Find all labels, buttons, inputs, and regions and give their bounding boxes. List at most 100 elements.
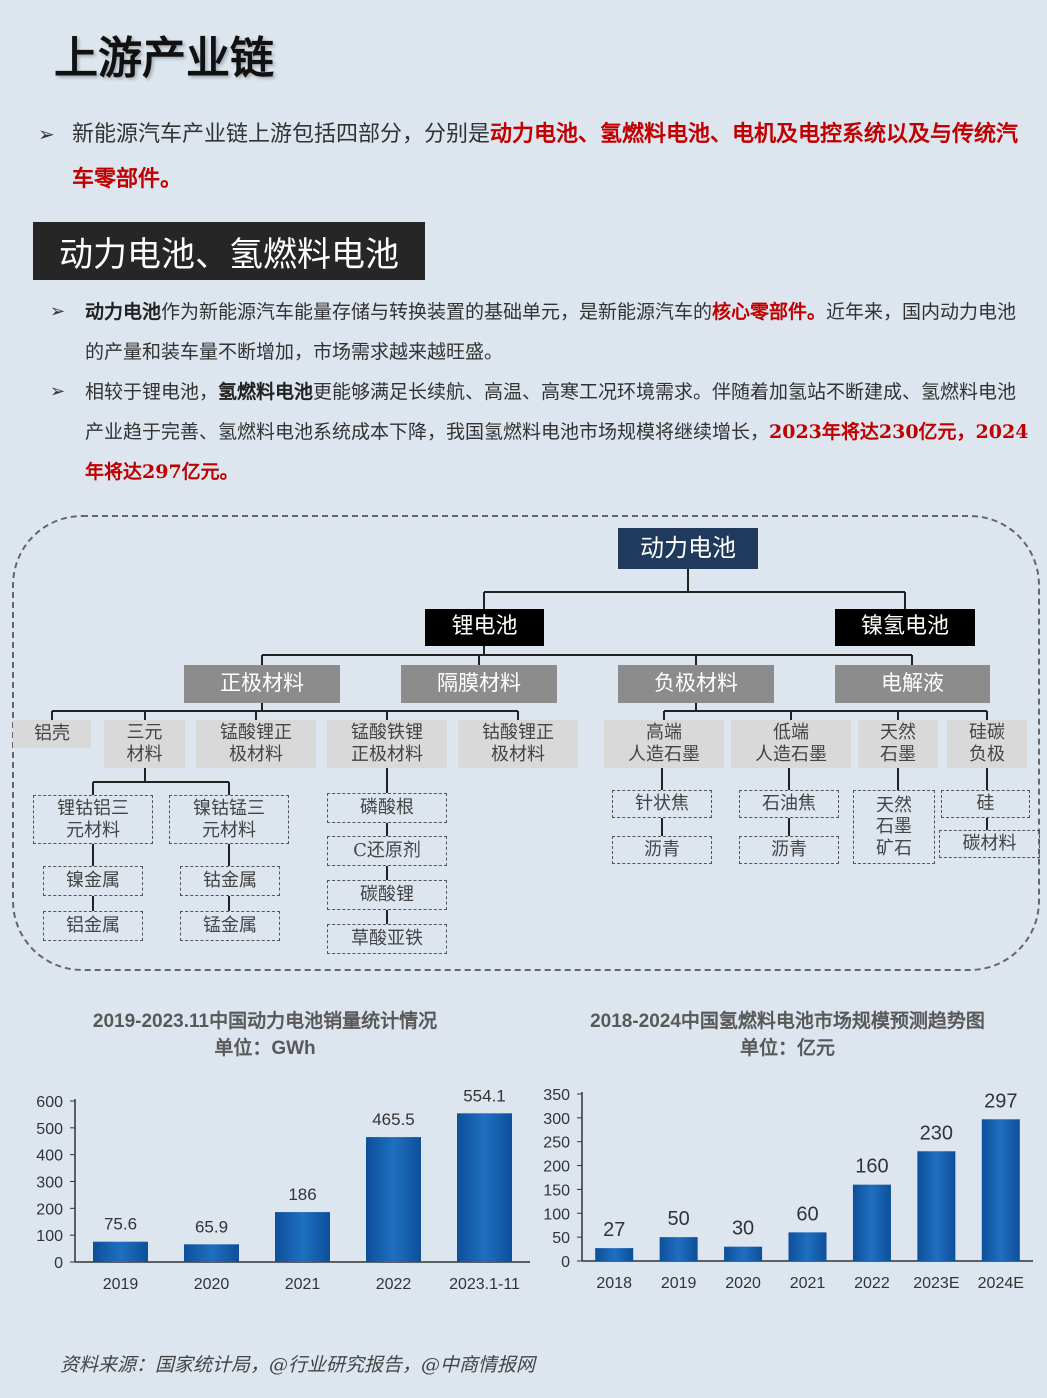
chart2-title-block: 2018-2024中国氢燃料电池市场规模预测趋势图 单位：亿元	[565, 1008, 1010, 1062]
source-note: 资料来源：国家统计局，@行业研究报告，@中商情报网	[60, 1354, 536, 1376]
node-ncm: 镍钴锰三 元材料	[169, 795, 289, 844]
x-tick-label: 2023E	[913, 1275, 959, 1292]
node-silicon-carbon-anode: 硅碳 负极	[947, 720, 1027, 768]
x-tick-label: 2020	[194, 1276, 230, 1293]
node-anode-material: 负极材料	[618, 665, 774, 703]
chart2-title: 2018-2024中国氢燃料电池市场规模预测趋势图	[590, 1011, 985, 1032]
bar-2023.1-11	[457, 1113, 512, 1262]
bar-2024E	[981, 1119, 1020, 1261]
arrow-bullet-icon: ➢	[50, 301, 66, 322]
bar-2018	[595, 1248, 634, 1261]
y-tick-label: 400	[36, 1148, 63, 1165]
y-tick-label: 600	[36, 1094, 63, 1111]
data-label: 230	[920, 1122, 953, 1144]
x-tick-label: 2022	[854, 1275, 890, 1292]
node-nickel-metal: 镍金属	[43, 866, 143, 896]
y-tick-label: 50	[552, 1230, 570, 1247]
node-silicon: 硅	[941, 790, 1030, 818]
chart1-title-block: 2019-2023.11中国动力电池销量统计情况 单位：GWh	[60, 1008, 470, 1062]
data-label: 465.5	[372, 1110, 415, 1129]
node-power-battery: 动力电池	[618, 528, 758, 569]
x-tick-label: 2022	[376, 1276, 412, 1293]
node-lithium-battery: 锂电池	[425, 609, 544, 646]
node-pitch-low: 沥青	[739, 836, 839, 864]
data-label: 160	[855, 1156, 888, 1178]
node-separator-material: 隔膜材料	[401, 665, 557, 703]
node-needle-coke: 针状焦	[612, 790, 712, 818]
para1-highlight: 核心零部件。	[712, 301, 827, 323]
node-pitch-high: 沥青	[612, 836, 712, 864]
chart1-title: 2019-2023.11中国动力电池销量统计情况	[92, 1011, 438, 1032]
x-tick-label: 2024E	[978, 1275, 1024, 1292]
node-electrolyte: 电解液	[835, 665, 990, 703]
node-petroleum-coke: 石油焦	[739, 790, 839, 818]
x-tick-label: 2018	[596, 1275, 632, 1292]
intro-paragraph: ➢ 新能源汽车产业链上游包括四部分，分别是动力电池、氢燃料电池、电机及电控系统以…	[38, 112, 1028, 202]
y-tick-label: 250	[543, 1135, 570, 1152]
data-label: 30	[732, 1218, 754, 1240]
para1-bold: 动力电池	[85, 301, 162, 323]
para1-text2: 近年来，国内动力电池的产量和装车量不断增加，市场需求越来越旺盛。	[85, 301, 1017, 363]
x-tick-label: 2021	[285, 1276, 321, 1293]
x-tick-label: 2023.1-11	[449, 1276, 520, 1293]
arrow-bullet-icon: ➢	[38, 122, 55, 146]
bar-2022	[852, 1184, 891, 1261]
bar-2020	[724, 1246, 763, 1261]
bar-2022	[366, 1137, 421, 1262]
y-tick-label: 350	[543, 1087, 570, 1104]
node-phosphate: 磷酸根	[327, 793, 447, 823]
node-nca: 锂钴铝三 元材料	[33, 795, 153, 844]
bar-2019	[93, 1241, 148, 1262]
y-tick-label: 100	[543, 1206, 570, 1223]
node-natural-graphite: 天然 石墨	[858, 720, 938, 768]
node-limn-cathode: 锰酸锂正 极材料	[196, 720, 316, 768]
chart2-unit: 单位：亿元	[739, 1038, 835, 1059]
chart-hydrogen-fuel-cell-market: 0 50 100 150 200 250 300 350 27 2018 50 2019 30 2020 6…	[543, 1087, 1033, 1292]
x-tick-label: 2019	[661, 1275, 697, 1292]
node-carbon-material: 碳材料	[939, 830, 1040, 858]
y-tick-label: 200	[543, 1159, 570, 1176]
node-nimh-battery: 镍氢电池	[835, 609, 975, 646]
data-label: 75.6	[104, 1215, 137, 1234]
node-lmfp-cathode: 锰酸铁锂 正极材料	[327, 720, 447, 768]
node-low-end-graphite: 低端 人造石墨	[731, 720, 851, 768]
node-aluminum-metal: 铝金属	[43, 911, 143, 941]
para2-text2: 更能够满足长续航、高温、高寒工况环境需求。伴随着加氢站不断建成、氢燃料电池产业趋…	[85, 381, 1017, 443]
bar-2021	[275, 1212, 330, 1262]
chart1-unit: 单位：GWh	[214, 1038, 316, 1059]
y-tick-label: 200	[36, 1201, 63, 1218]
y-tick-label: 300	[543, 1111, 570, 1128]
bar-2023E	[917, 1151, 956, 1261]
node-ternary-material: 三元 材料	[104, 720, 185, 768]
x-tick-label: 2019	[103, 1276, 139, 1293]
node-carbon-reductant: C还原剂	[327, 836, 447, 866]
data-label: 554.1	[463, 1086, 506, 1105]
y-tick-label: 0	[561, 1254, 570, 1271]
page-title: 上游产业链	[54, 33, 274, 84]
node-high-end-graphite: 高端 人造石墨	[604, 720, 724, 768]
para2-bold: 氢燃料电池	[218, 381, 314, 403]
data-label: 297	[984, 1090, 1017, 1112]
node-manganese-metal: 锰金属	[180, 911, 280, 941]
tree-connectors	[51, 569, 988, 924]
data-label: 60	[796, 1203, 818, 1225]
y-tick-label: 0	[54, 1255, 63, 1272]
x-tick-label: 2021	[790, 1275, 826, 1292]
node-lithium-carbonate: 碳酸锂	[327, 880, 447, 910]
para2-text1: 相较于锂电池，	[85, 381, 219, 403]
y-tick-label: 500	[36, 1121, 63, 1138]
data-label: 186	[288, 1185, 316, 1204]
data-label: 65.9	[195, 1217, 228, 1236]
bar-2019	[659, 1237, 698, 1261]
y-tick-label: 100	[36, 1228, 63, 1245]
para1-text1: 作为新能源汽车能量存储与转换装置的基础单元，是新能源汽车的	[161, 301, 713, 323]
data-label: 27	[603, 1219, 625, 1241]
arrow-bullet-icon: ➢	[50, 381, 66, 402]
intro-highlight: 动力电池、氢燃料电池、电机及电控系统以及与传统汽车零部件。	[72, 121, 1019, 192]
para2-highlight: 2023年将达230亿元，2024年将达297亿元。	[85, 421, 1029, 483]
node-cobalt-metal: 钴金属	[180, 866, 280, 896]
y-tick-label: 150	[543, 1182, 570, 1199]
paragraph-hydrogen-fuel-cell: ➢ 相较于锂电池，氢燃料电池更能够满足长续航、高温、高寒工况环境需求。伴随着加氢…	[50, 372, 1035, 492]
intro-text: 新能源汽车产业链上游包括四部分，分别是	[72, 122, 491, 147]
chart-power-battery-sales: 0 100 200 300 400 500 600 75.6 2019 65.9 2020 186 20…	[36, 1086, 530, 1293]
